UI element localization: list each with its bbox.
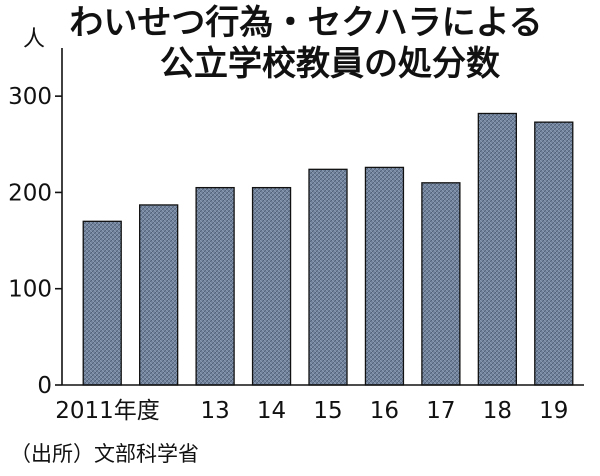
- x-tick-label: 13: [200, 398, 229, 424]
- y-tick-label: 200: [8, 180, 52, 206]
- x-tick-label: 18: [483, 398, 512, 424]
- x-tick-label: 14: [257, 398, 286, 424]
- bar-2011年度: [82, 220, 122, 386]
- bar-19: [534, 121, 574, 386]
- x-tick-label: 2011年度: [55, 398, 160, 424]
- bar-16: [364, 166, 405, 386]
- bars: [82, 112, 574, 386]
- bar-18: [477, 112, 517, 386]
- x-axis-ticks: 2011年度 13 14 15 16 17 18 19: [55, 398, 568, 424]
- chart-subtitle: 公立学校教員の処分数: [160, 44, 500, 84]
- bar-12: [139, 204, 179, 386]
- y-axis-unit-label: 人: [23, 27, 45, 52]
- bar-14: [251, 186, 292, 386]
- bar-15: [308, 168, 348, 386]
- x-tick-label: 15: [313, 398, 342, 424]
- bar-17: [421, 182, 461, 386]
- chart-title: わいせつ行為・セクハラによる: [69, 3, 542, 43]
- y-axis-ticks: 0 100 200 300: [8, 84, 62, 399]
- bar-13: [195, 186, 235, 386]
- source-note: （出所）文部科学省: [10, 442, 199, 466]
- x-tick-label: 19: [539, 398, 568, 424]
- x-tick-label: 16: [370, 398, 399, 424]
- y-tick-label: 300: [8, 84, 52, 110]
- x-tick-label: 17: [426, 398, 455, 424]
- y-tick-label: 0: [37, 373, 52, 399]
- y-tick-label: 100: [8, 277, 52, 303]
